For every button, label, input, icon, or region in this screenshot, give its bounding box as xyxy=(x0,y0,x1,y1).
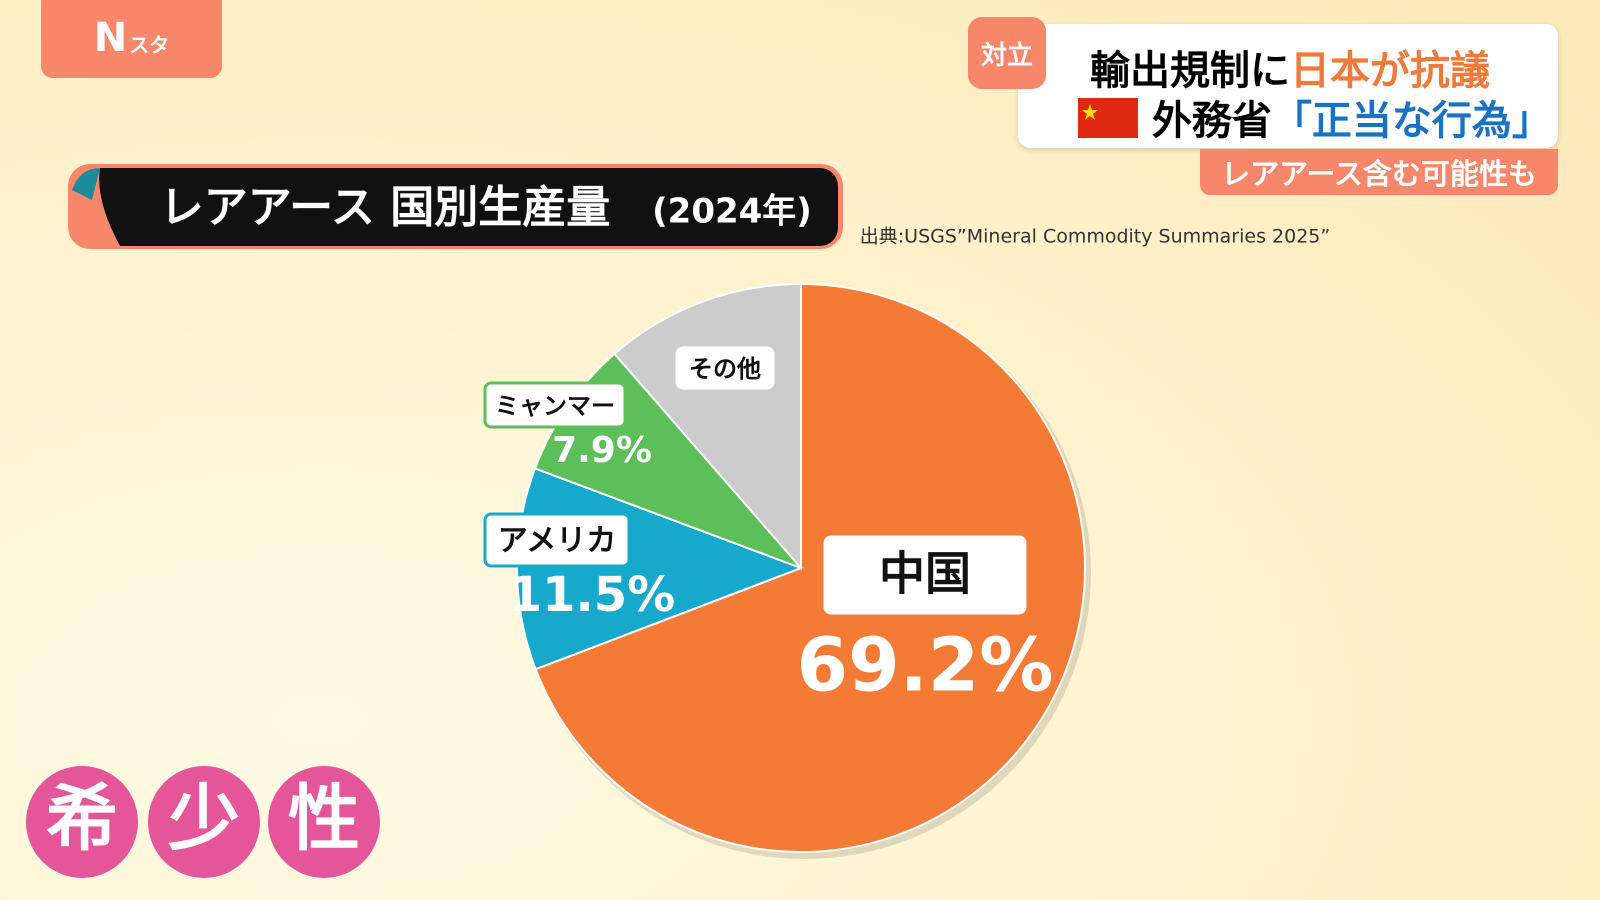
caption-bg xyxy=(148,766,260,878)
logo-name: スタ xyxy=(129,32,170,57)
label-box xyxy=(483,512,631,568)
source: 出典:USGS”Mineral Commodity Summaries 2025… xyxy=(860,226,1330,248)
chart-title: レアアース 国別生産量 xyxy=(160,182,610,233)
headline-text: 外務省 xyxy=(1151,98,1272,144)
caption-char: 希 xyxy=(46,777,118,861)
caption-bg xyxy=(26,766,138,878)
category-label: ミャンマー xyxy=(495,392,615,420)
label-box xyxy=(675,346,775,390)
caption: 希 少 性 xyxy=(26,766,380,878)
pie-slice xyxy=(534,282,1086,853)
flag xyxy=(1078,98,1138,138)
headline-line: 外務省「正当な行為」 xyxy=(1078,88,1552,146)
value-label: 69.2% xyxy=(797,623,1054,709)
label-box xyxy=(823,535,1027,615)
value-label: 7.9% xyxy=(552,430,652,471)
title-accent xyxy=(72,168,100,200)
logo: N スタ xyxy=(41,0,222,78)
label-box xyxy=(483,381,627,429)
logo-mark: N xyxy=(93,15,128,61)
category-label: 中国 xyxy=(879,547,971,601)
chart-subtitle: (2024年) xyxy=(652,192,812,232)
category-label: その他 xyxy=(689,355,761,383)
caption-bg xyxy=(268,766,380,878)
title-bar xyxy=(99,168,838,246)
headline-text: 輸出規制に xyxy=(1090,48,1290,94)
headline-box: 輸出規制に日本が抗議 外務省「正当な行為」 xyxy=(1018,24,1558,148)
tag: 対立 xyxy=(968,17,1046,89)
headline-text: 「正当な行為」 xyxy=(1271,98,1552,144)
caption-char: 性 xyxy=(288,777,360,861)
subheadline: レアアース含む可能性も xyxy=(1200,149,1558,195)
value-label: 11.5% xyxy=(509,567,676,623)
headline-line: 輸出規制に日本が抗議 xyxy=(1090,38,1490,96)
headline-text: 日本が抗議 xyxy=(1290,48,1490,94)
pie: 中国 69.2% アメリカ 11.5% ミャンマー 7.9% その他 xyxy=(483,282,1091,859)
category-label: アメリカ xyxy=(498,524,617,559)
caption-char: 少 xyxy=(168,777,240,861)
